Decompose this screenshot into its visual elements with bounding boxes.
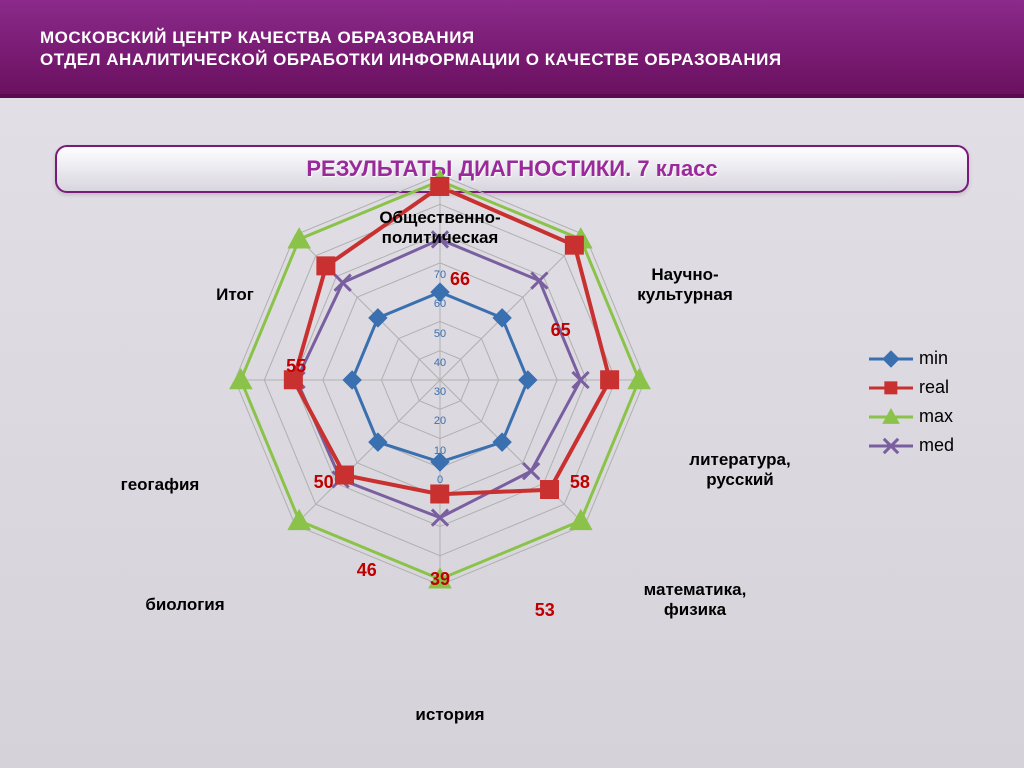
header-line-2: ОТДЕЛ АНАЛИТИЧЕСКОЙ ОБРАБОТКИ ИНФОРМАЦИИ… — [40, 50, 984, 70]
data-label: 50 — [314, 472, 334, 493]
header-banner: МОСКОВСКИЙ ЦЕНТР КАЧЕСТВА ОБРАЗОВАНИЯ ОТ… — [0, 0, 1024, 98]
data-label: 53 — [535, 600, 555, 621]
legend-label: min — [919, 348, 948, 369]
tick-label: 40 — [428, 357, 452, 369]
data-label: 58 — [570, 472, 590, 493]
data-label: 66 — [450, 269, 470, 290]
axis-label: математика,физика — [620, 580, 770, 619]
data-label: 65 — [551, 320, 571, 341]
axis-label: Общественно-политическая — [365, 208, 515, 247]
axis-label: литература,русский — [670, 450, 810, 489]
legend-label: med — [919, 435, 954, 456]
tick-label: 70 — [428, 269, 452, 281]
axis-label: Научно-культурная — [615, 265, 755, 304]
axis-label: геогафия — [105, 475, 215, 495]
tick-label: 50 — [428, 328, 452, 340]
legend-item: min — [869, 348, 954, 369]
legend-label: real — [919, 377, 949, 398]
data-label: 55 — [286, 356, 306, 377]
legend-item: max — [869, 406, 954, 427]
axis-label: биология — [130, 595, 240, 615]
tick-label: 20 — [428, 415, 452, 427]
tick-label: 10 — [428, 445, 452, 457]
header-line-1: МОСКОВСКИЙ ЦЕНТР КАЧЕСТВА ОБРАЗОВАНИЯ — [40, 28, 984, 48]
legend-item: real — [869, 377, 954, 398]
data-label: 46 — [357, 560, 377, 581]
tick-label: 30 — [428, 386, 452, 398]
legend: min real max med — [869, 340, 954, 464]
axis-label: история — [400, 705, 500, 725]
legend-label: max — [919, 406, 953, 427]
tick-label: 60 — [428, 298, 452, 310]
axis-label: Итог — [195, 285, 275, 305]
legend-item: med — [869, 435, 954, 456]
tick-label: 0 — [428, 474, 452, 486]
data-label: 39 — [430, 569, 450, 590]
